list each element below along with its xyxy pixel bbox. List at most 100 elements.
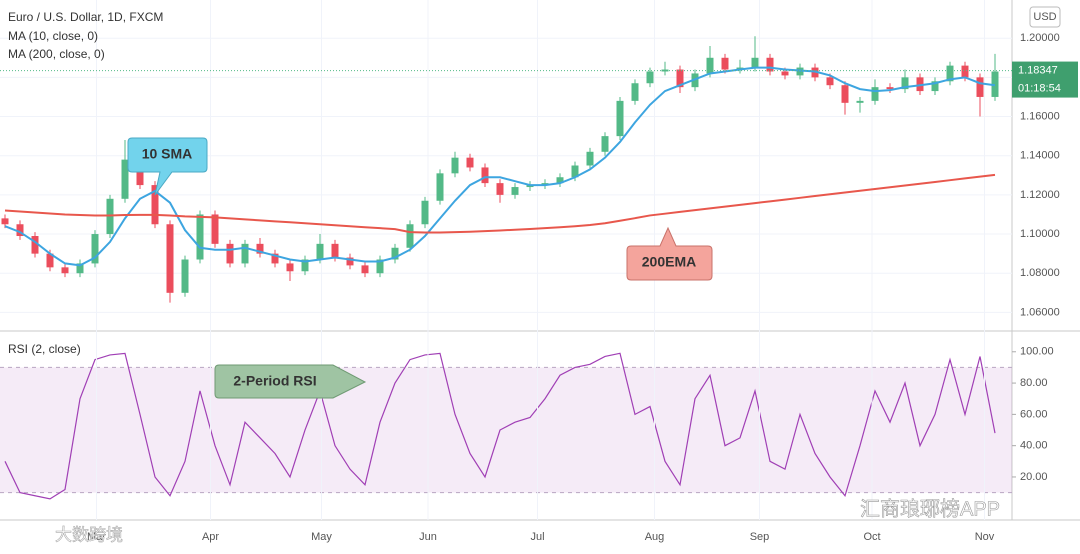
overlay: Euro / U.S. Dollar, 1D, FXCM MA (10, clo… bbox=[8, 6, 1061, 545]
candle-body bbox=[91, 234, 99, 264]
candle-body bbox=[376, 259, 384, 274]
legend-sma: MA (10, close, 0) bbox=[8, 29, 98, 43]
candle-body bbox=[211, 214, 219, 244]
ma-line bbox=[4, 66, 996, 267]
candle-body bbox=[586, 151, 594, 166]
candle-body bbox=[946, 65, 954, 82]
candle-body bbox=[511, 187, 519, 195]
candle-body bbox=[76, 263, 84, 274]
legend-ema: MA (200, close, 0) bbox=[8, 47, 105, 61]
x-tick-label: Sep bbox=[750, 531, 770, 543]
candle-body bbox=[631, 83, 639, 101]
candle-body bbox=[571, 165, 579, 178]
x-tick-label: Aug bbox=[645, 531, 665, 543]
rsi-layer: 20.00 40.00 60.00 80.00 100.00 bbox=[0, 346, 1054, 500]
candle-body bbox=[901, 77, 909, 90]
candle-body bbox=[286, 263, 294, 272]
x-tick-label: Jun bbox=[419, 531, 437, 543]
candle-body bbox=[181, 259, 189, 293]
candle-body bbox=[676, 69, 684, 88]
candle-body bbox=[976, 77, 984, 97]
y-tick-label: 1.20000 bbox=[1020, 32, 1060, 44]
candle-body bbox=[886, 87, 894, 90]
candle-body bbox=[841, 85, 849, 103]
callout-sma bbox=[127, 137, 208, 196]
y-tick-label: 60.00 bbox=[1020, 408, 1048, 420]
candle-body bbox=[451, 157, 459, 174]
candle-body bbox=[151, 185, 159, 225]
candle-body bbox=[601, 136, 609, 152]
y-tick-label: 1.12000 bbox=[1020, 189, 1060, 201]
currency-label[interactable]: USD bbox=[1033, 11, 1056, 23]
candle-body bbox=[331, 243, 339, 258]
price-tag bbox=[1012, 61, 1078, 98]
x-tick-label: Oct bbox=[863, 531, 880, 543]
candle-body bbox=[31, 236, 39, 254]
candle-body bbox=[241, 243, 249, 264]
candle-body bbox=[121, 159, 129, 199]
candle-body bbox=[61, 267, 69, 274]
y-tick-label: 1.14000 bbox=[1020, 150, 1060, 162]
candle-body bbox=[661, 69, 669, 72]
x-tick-label: Mar bbox=[87, 531, 106, 543]
callout-rsi-text: 2-Period RSI bbox=[233, 373, 316, 389]
candle-body bbox=[1, 218, 9, 225]
y-tick-label: 40.00 bbox=[1020, 440, 1048, 452]
candle-body bbox=[616, 100, 624, 137]
rsi-line bbox=[4, 352, 996, 500]
rsi-band bbox=[0, 367, 1012, 493]
callout-ema bbox=[626, 226, 713, 281]
candle-body bbox=[781, 71, 789, 76]
candle-body bbox=[721, 57, 729, 70]
callout-rsi bbox=[214, 364, 367, 399]
ma-line bbox=[4, 173, 996, 234]
watermark: 汇商琅琊榜APP bbox=[860, 497, 1000, 520]
candle-body bbox=[481, 167, 489, 184]
x-tick-label: Nov bbox=[975, 531, 995, 543]
candle-body bbox=[16, 224, 24, 237]
candle-body bbox=[826, 77, 834, 86]
bid-price-label: 1.18130 bbox=[1018, 100, 1058, 112]
candle-body bbox=[46, 253, 54, 268]
x-tick-label: May bbox=[311, 531, 332, 543]
candle-body bbox=[301, 259, 309, 272]
candle-body bbox=[751, 57, 759, 68]
callout-ema-text: 200EMA bbox=[642, 254, 696, 270]
candle-body bbox=[196, 214, 204, 260]
candle-body bbox=[346, 257, 354, 266]
candle-body bbox=[496, 183, 504, 195]
y-tick-label: 100.00 bbox=[1020, 346, 1054, 358]
candle-body bbox=[421, 200, 429, 225]
candle-body bbox=[391, 247, 399, 260]
y-tick-label: 1.10000 bbox=[1020, 228, 1060, 240]
candle-body bbox=[961, 65, 969, 78]
candle-body bbox=[856, 100, 864, 103]
currency-button[interactable] bbox=[1029, 6, 1061, 28]
candle-body bbox=[646, 71, 654, 84]
candle-body bbox=[256, 243, 264, 254]
candle-body bbox=[166, 224, 174, 293]
y-tick-label: 80.00 bbox=[1020, 377, 1048, 389]
x-tick-label: Apr bbox=[202, 531, 219, 543]
countdown-label: 01:18:54 bbox=[1018, 82, 1061, 94]
callout-sma-text: 10 SMA bbox=[142, 146, 193, 162]
y-tick-label: 1.06000 bbox=[1020, 306, 1060, 318]
candle-body bbox=[706, 57, 714, 74]
y-tick-label: 1.16000 bbox=[1020, 110, 1060, 122]
candle-body bbox=[406, 224, 414, 248]
candle-body bbox=[226, 243, 234, 264]
candle-body bbox=[931, 81, 939, 92]
x-tick-label: Jul bbox=[530, 531, 544, 543]
candle-body bbox=[271, 253, 279, 264]
chart-title: Euro / U.S. Dollar, 1D, FXCM bbox=[8, 10, 163, 24]
rsi-title: RSI (2, close) bbox=[8, 342, 81, 356]
watermark: 大数跨境 bbox=[55, 525, 123, 544]
y-tick-label: 20.00 bbox=[1020, 471, 1048, 483]
candle-body bbox=[556, 177, 564, 184]
candle-body bbox=[766, 57, 774, 72]
y-tick-label: 1.08000 bbox=[1020, 267, 1060, 279]
candle-body bbox=[316, 243, 324, 260]
main-layer: 1.06000 1.08000 1.10000 1.12000 1.14000 1.160… bbox=[0, 0, 1078, 543]
